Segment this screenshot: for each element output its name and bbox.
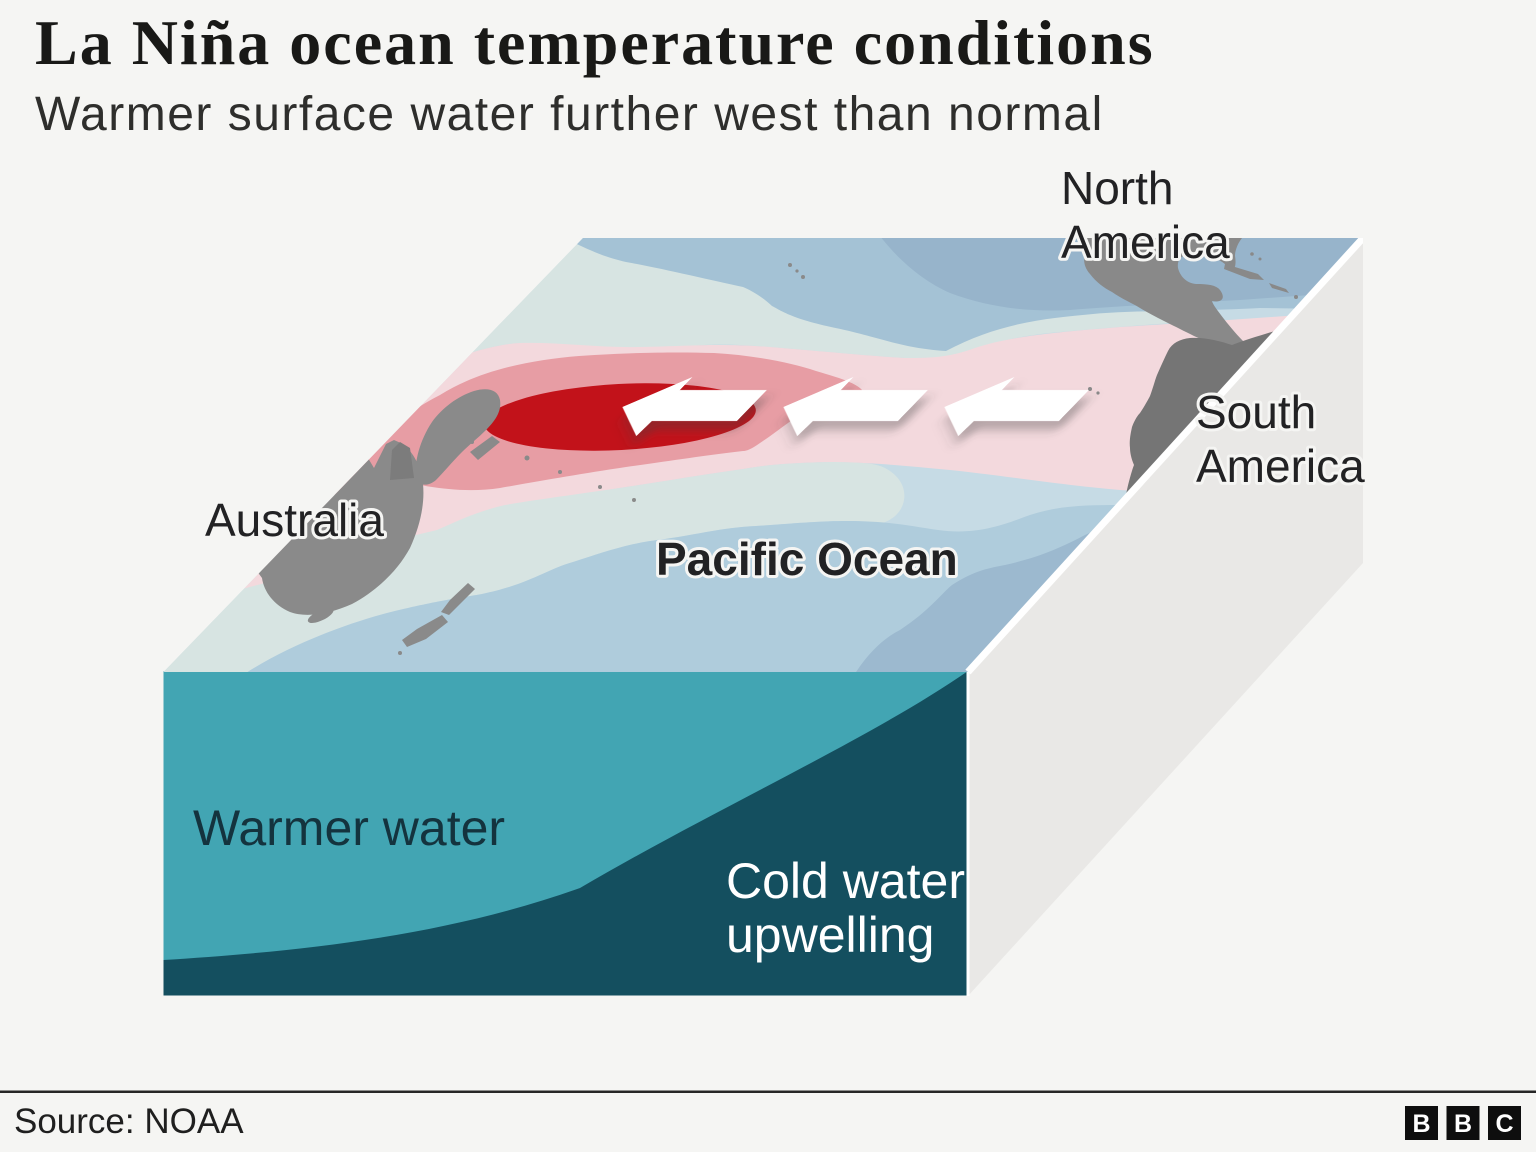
svg-text:Warmer surface water further w: Warmer surface water further west than n… [35,88,1104,141]
svg-text:B: B [1412,1110,1430,1138]
svg-text:C: C [1495,1110,1513,1138]
svg-text:Warmer water: Warmer water [193,800,505,856]
svg-text:La Niña ocean temperature cond: La Niña ocean temperature conditions [35,7,1155,78]
svg-text:South: South [1196,386,1316,438]
svg-text:B: B [1454,1110,1472,1138]
svg-text:upwelling: upwelling [726,907,934,963]
svg-text:America: America [1061,216,1230,268]
svg-text:America: America [1196,440,1365,492]
svg-text:Pacific Ocean: Pacific Ocean [656,533,958,585]
svg-text:Australia: Australia [205,494,384,546]
svg-text:Source: NOAA: Source: NOAA [14,1102,244,1141]
svg-text:Cold water: Cold water [726,853,965,909]
svg-text:North: North [1061,162,1173,214]
